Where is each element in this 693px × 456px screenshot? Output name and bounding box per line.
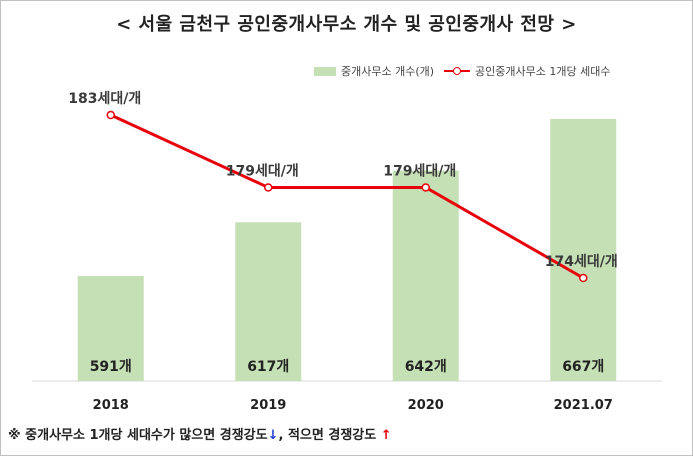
- footnote: ※ 중개사무소 1개당 세대수가 많으면 경쟁강도↓, 적으면 경쟁강도 ↑: [8, 424, 392, 443]
- footnote-text-1: ※ 중개사무소 1개당 세대수가 많으면 경쟁강도: [8, 428, 268, 443]
- line-series: [110, 113, 584, 280]
- legend: 중개사무소 개수(개) 공인중개사무소 1개당 세대수: [314, 63, 610, 79]
- legend-label-bars: 중개사무소 개수(개): [341, 65, 435, 78]
- footnote-text-2: , 적으면 경쟁강도: [278, 428, 381, 443]
- bar-value-label: 642개: [405, 359, 447, 375]
- bar-value-label: 667개: [562, 359, 604, 375]
- arrow-down-icon: ↓: [267, 428, 279, 443]
- legend-swatch-bar: [314, 66, 336, 76]
- chart-title: < 서울 금천구 공인중개사무소 개수 및 공인중개사 전망 >: [116, 14, 577, 35]
- bar: [392, 170, 459, 381]
- legend-swatch-line: [444, 66, 471, 76]
- line-point: [106, 110, 115, 120]
- legend-item-bars: 중개사무소 개수(개): [314, 63, 434, 79]
- x-tick-label: 2019: [250, 398, 286, 413]
- bar-value-label: 591개: [90, 359, 132, 375]
- bar: [550, 119, 617, 381]
- line-point: [421, 183, 430, 192]
- bar-value-label: 617개: [247, 359, 289, 375]
- line-point: [264, 183, 273, 192]
- x-tick-label: 2018: [93, 398, 129, 413]
- x-tick-label: 2021.07: [554, 398, 613, 413]
- bar: [235, 222, 302, 381]
- line-value-label: 174세대/개: [545, 254, 618, 270]
- legend-label-line: 공인중개사무소 1개당 세대수: [475, 65, 611, 78]
- line-value-label: 183세대/개: [68, 91, 141, 107]
- legend-item-line: 공인중개사무소 1개당 세대수: [444, 63, 610, 79]
- line-point: [579, 273, 588, 283]
- arrow-up-icon: ↑: [380, 428, 392, 443]
- line-value-label: 179세대/개: [226, 163, 299, 179]
- bar: [77, 276, 144, 381]
- line-value-label: 179세대/개: [383, 163, 456, 179]
- x-tick-label: 2020: [408, 398, 444, 413]
